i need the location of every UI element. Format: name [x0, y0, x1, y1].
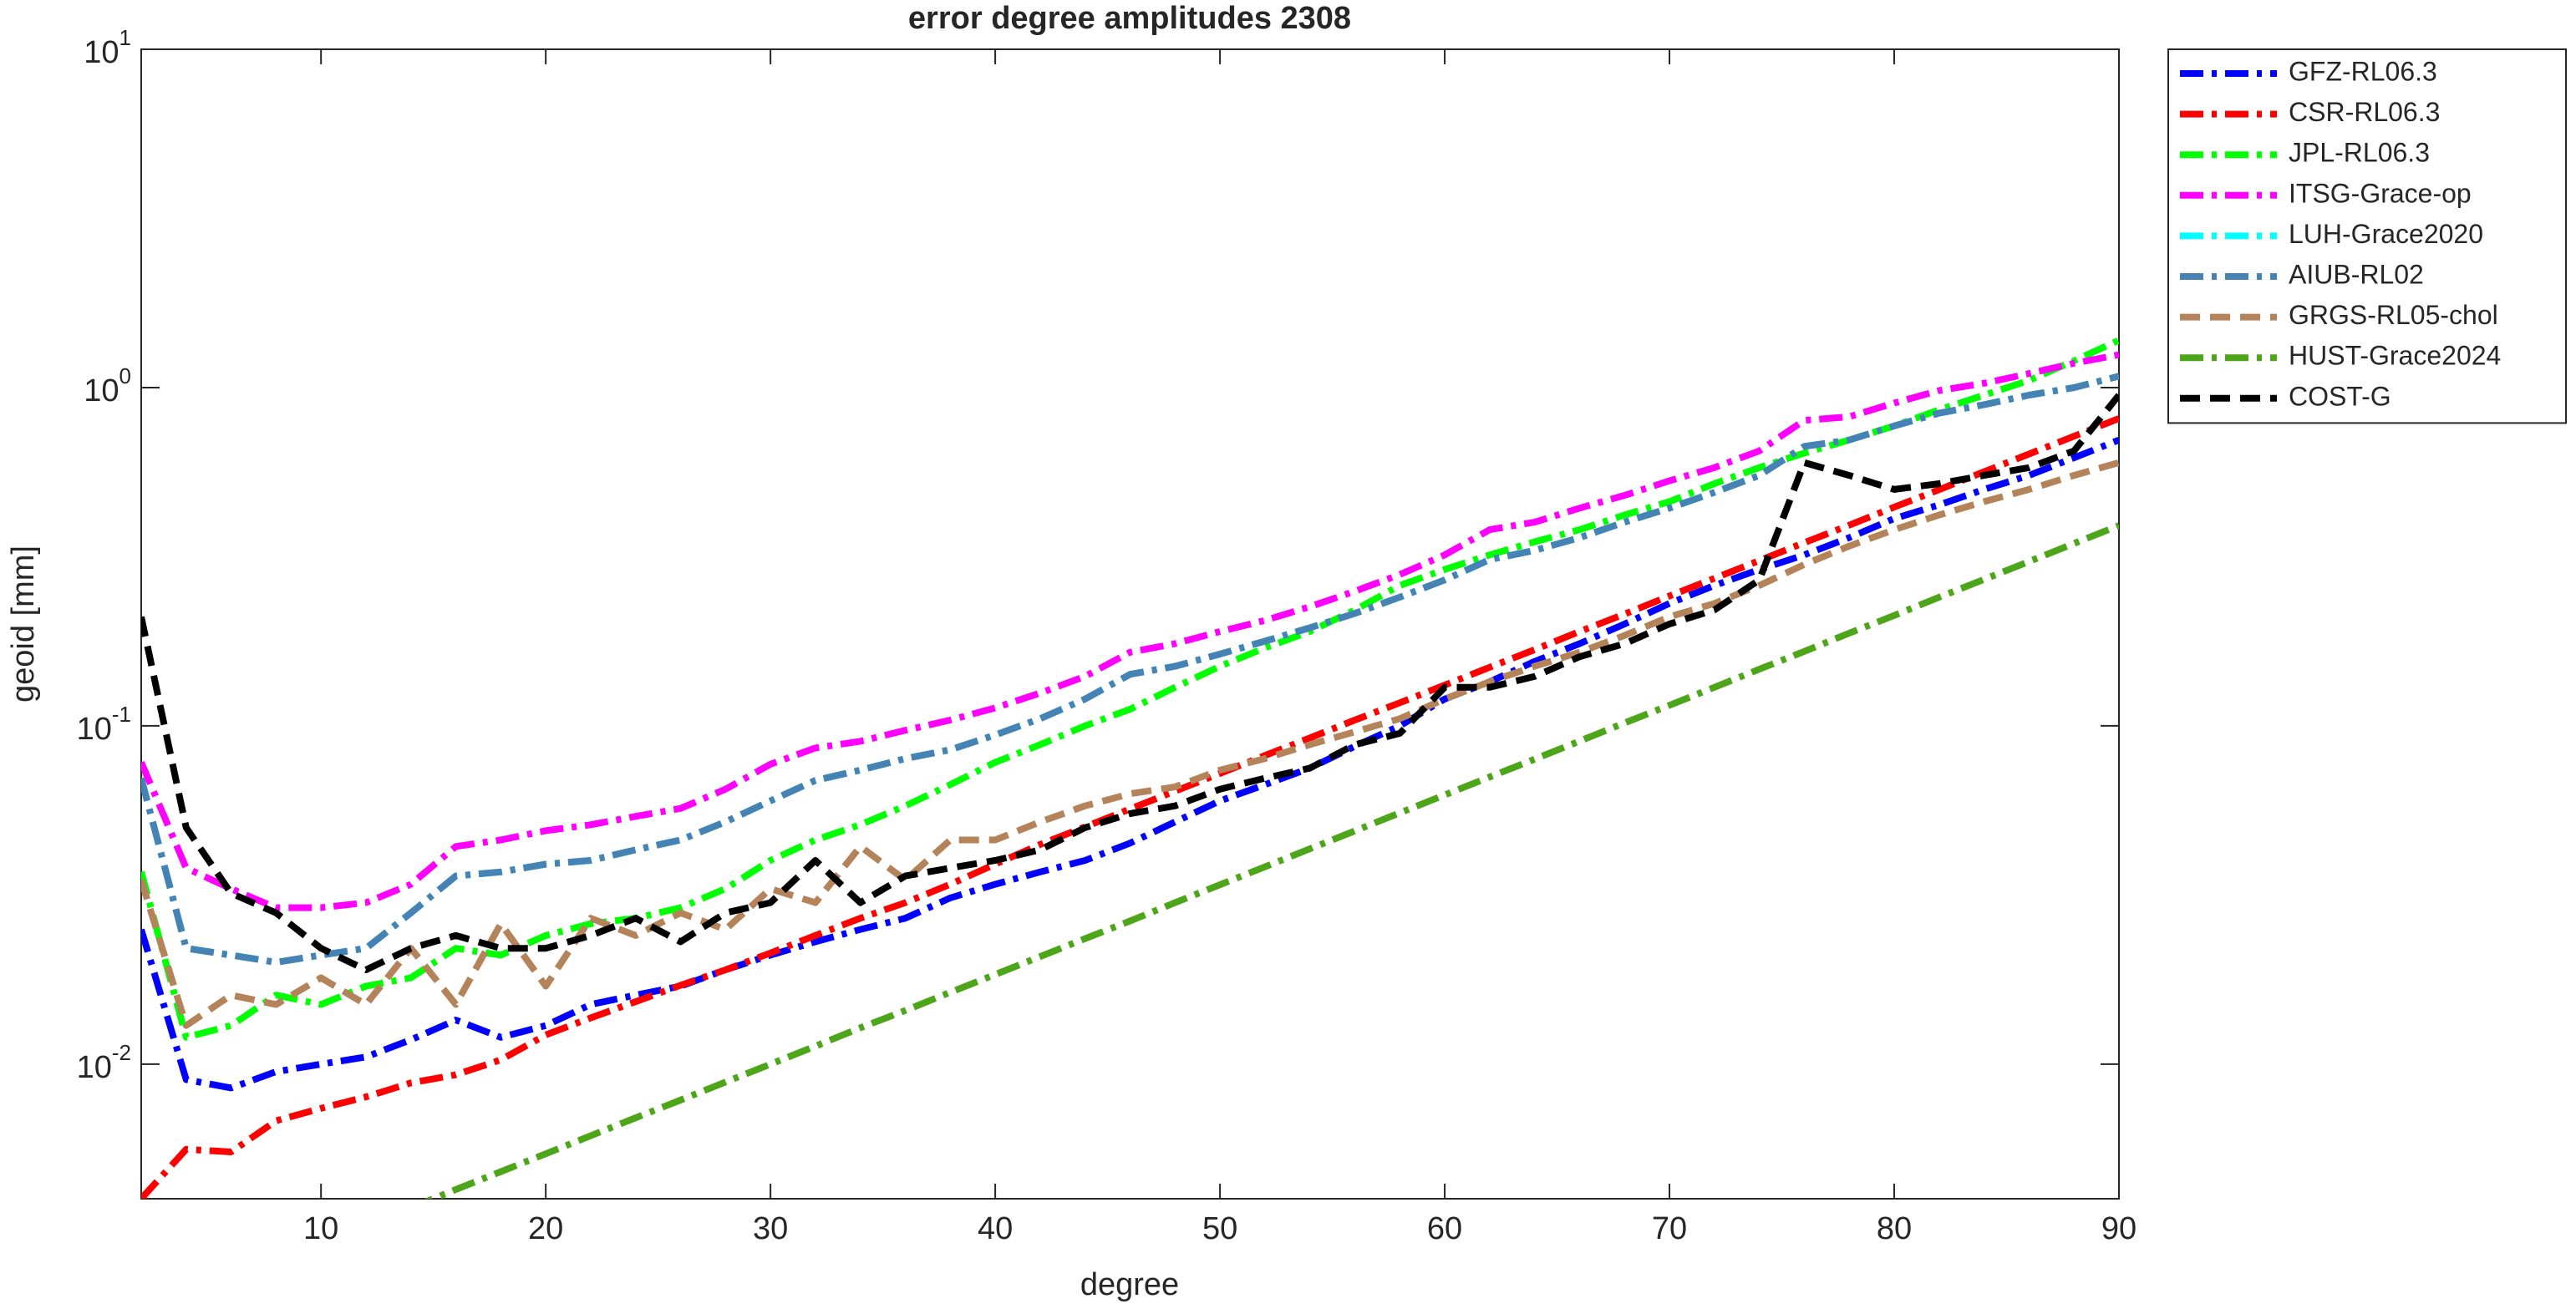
x-tick-label: 90: [2101, 1211, 2137, 1246]
y-tick-base: 10: [84, 35, 119, 70]
x-tick-label: 10: [303, 1211, 338, 1246]
y-tick-label: 100: [84, 363, 131, 408]
y-tick-base: 10: [84, 373, 119, 408]
data-line: [141, 351, 2119, 911]
x-tick-label: 80: [1877, 1211, 1912, 1246]
y-tick-exponent: 0: [119, 363, 131, 388]
y-tick-exponent: -2: [112, 1040, 131, 1065]
data-line: [141, 459, 2119, 1029]
legend-label: CSR-RL06.3: [2289, 97, 2440, 127]
data-line: [141, 373, 2119, 966]
y-axis-label: geoid [mm]: [6, 545, 41, 703]
data-line: [141, 337, 2119, 1041]
y-tick-exponent: 1: [119, 25, 131, 50]
data-line: [424, 522, 2119, 1199]
x-tick-label: 50: [1202, 1211, 1237, 1246]
x-tick-label: 70: [1652, 1211, 1687, 1246]
legend-label: HUST-Grace2024: [2289, 341, 2501, 371]
x-tick-label: 60: [1427, 1211, 1462, 1246]
x-axis-label: degree: [1080, 1267, 1179, 1302]
plot-lines: [141, 337, 2119, 1199]
y-tick-label: 10-2: [77, 1040, 131, 1085]
legend-label: LUH-Grace2020: [2289, 219, 2483, 249]
legend-label: JPL-RL06.3: [2289, 138, 2430, 168]
legend-label: COST-G: [2289, 381, 2391, 411]
y-tick-exponent: -1: [112, 702, 131, 727]
y-tick-base: 10: [77, 712, 112, 747]
legend-label: GFZ-RL06.3: [2289, 56, 2437, 86]
legend-label: ITSG-Grace-op: [2289, 178, 2472, 208]
data-line: [141, 436, 2119, 1092]
data-line: [141, 393, 2119, 973]
plot-area: [140, 48, 2120, 1200]
data-line: [141, 415, 2119, 1199]
legend-label: AIUB-RL02: [2289, 259, 2424, 289]
x-tick-label: 30: [753, 1211, 788, 1246]
y-tick-label: 10-1: [77, 702, 131, 747]
y-tick-label: 101: [84, 25, 131, 70]
y-tick-base: 10: [77, 1050, 112, 1085]
legend-label: GRGS-RL05-chol: [2289, 300, 2498, 330]
chart-title: error degree amplitudes 2308: [908, 1, 1351, 36]
x-tick-label: 20: [528, 1211, 563, 1246]
x-tick-label: 40: [978, 1211, 1013, 1246]
